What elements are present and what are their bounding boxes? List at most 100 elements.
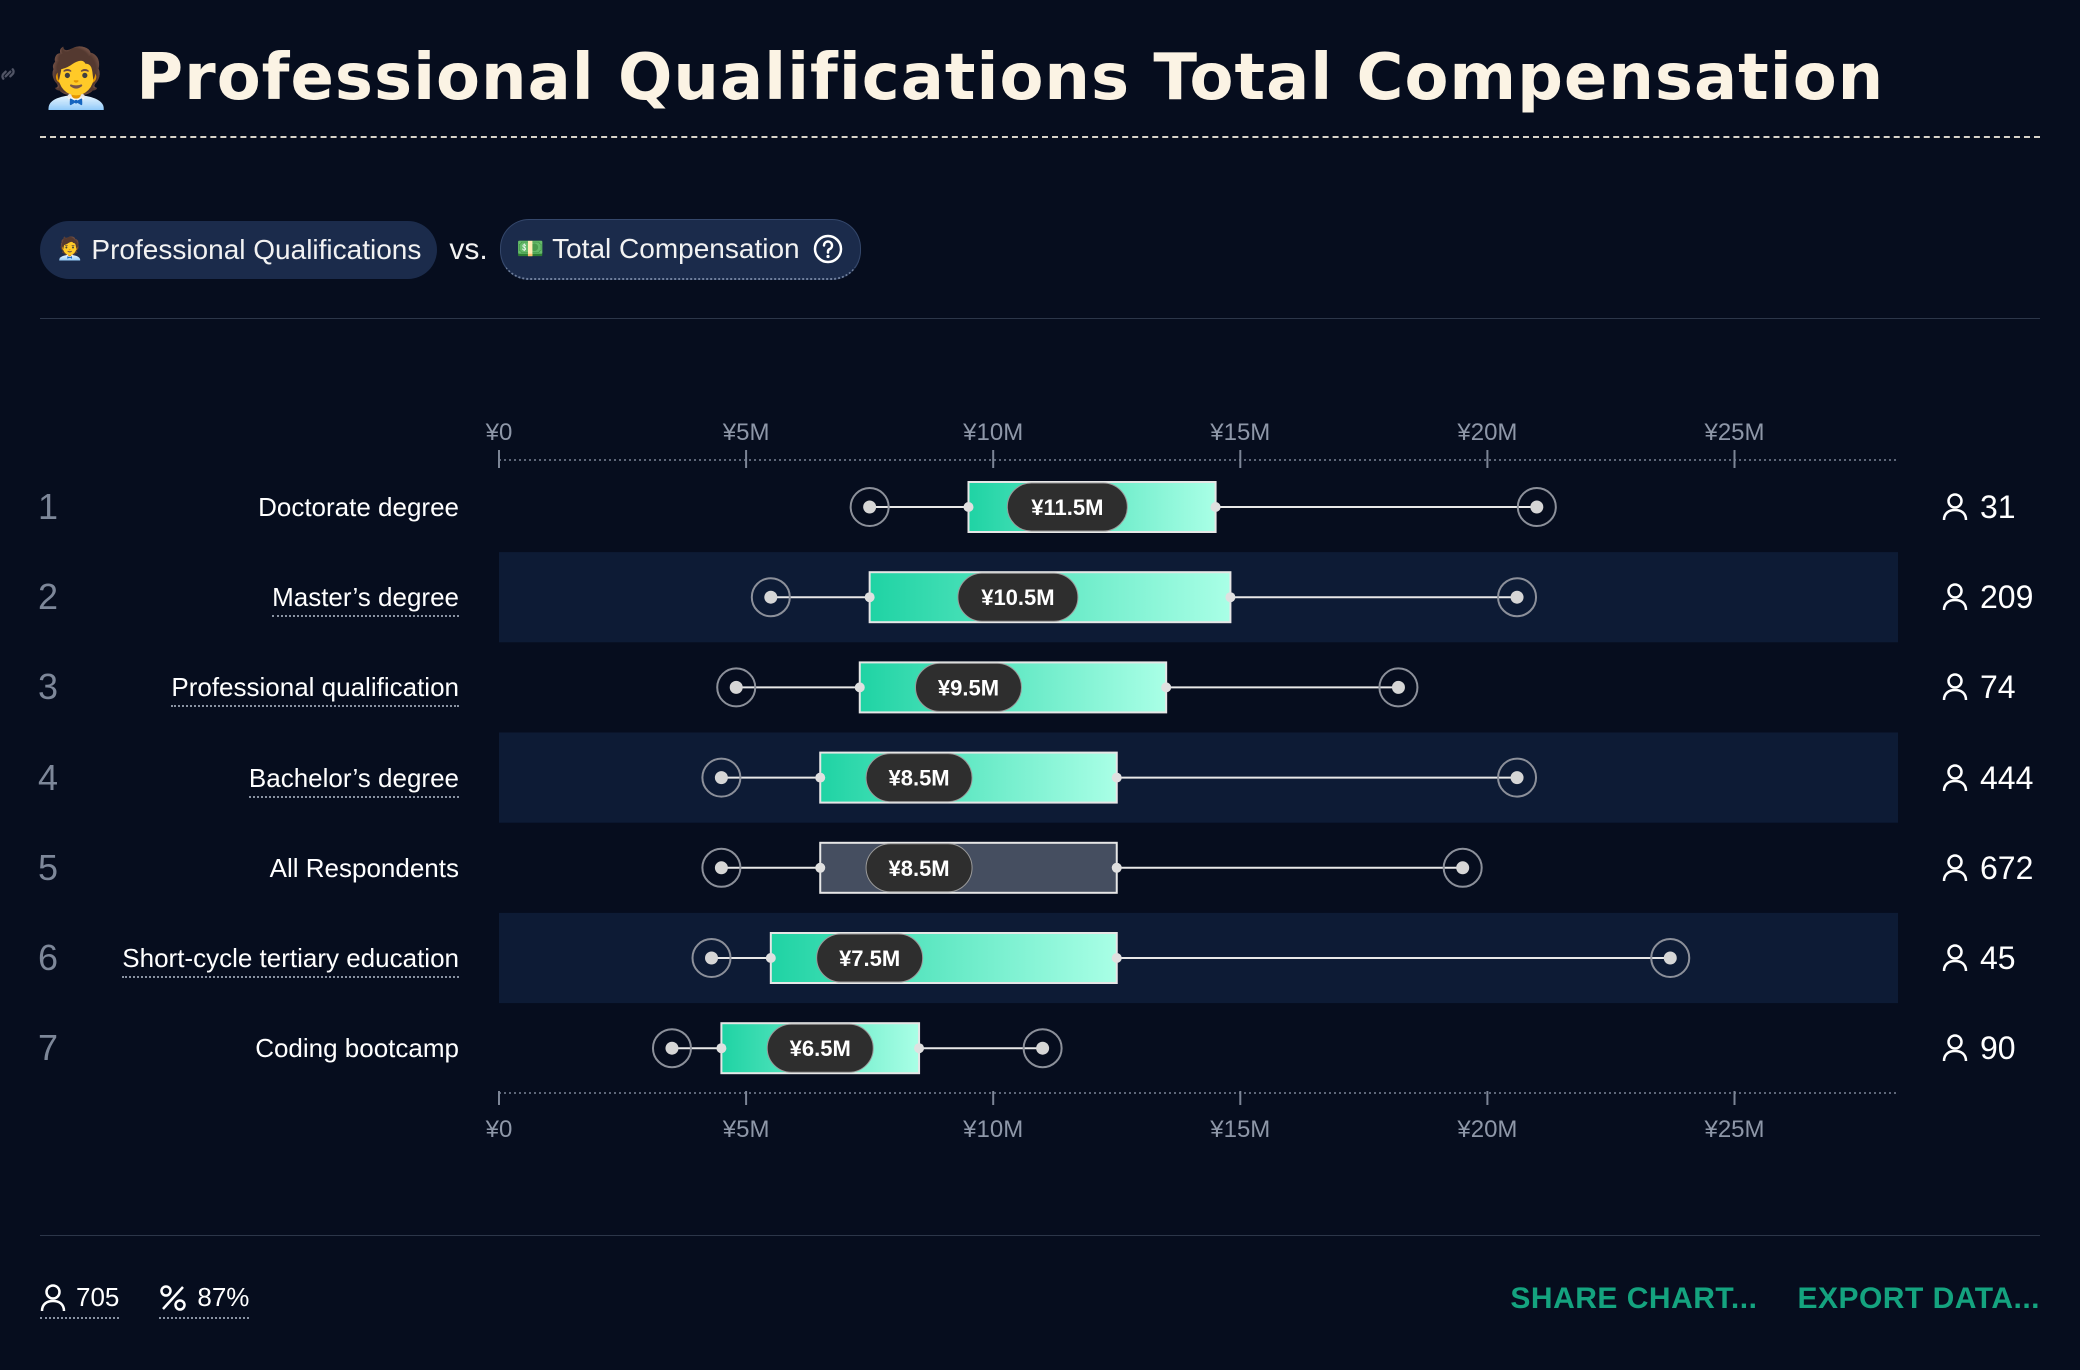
page-title: 🧑‍💼 Professional Qualifications Total Co… xyxy=(40,38,1884,118)
whisker-min-marker xyxy=(714,861,728,875)
median-pill xyxy=(914,662,1022,712)
export-data-button[interactable]: EXPORT DATA... xyxy=(1797,1282,2040,1315)
percent-stat[interactable]: 87% xyxy=(159,1282,250,1319)
median-label: ¥7.5M xyxy=(839,946,900,971)
axis-tick-label: ¥0 xyxy=(485,1116,513,1143)
person-icon xyxy=(1942,493,1968,521)
q3-marker xyxy=(1210,502,1221,512)
median-label: ¥8.5M xyxy=(888,856,949,881)
row-label[interactable]: Professional qualification xyxy=(171,665,459,709)
respondents-value: 705 xyxy=(76,1282,120,1312)
whisker-min-marker-ring xyxy=(701,757,742,798)
axis-tick-label: ¥0 xyxy=(485,419,513,446)
row-rank: 2 xyxy=(38,576,59,618)
axis-tick-label: ¥25M xyxy=(1703,419,1764,446)
row-label: All Respondents xyxy=(269,852,459,883)
person-icon xyxy=(1942,854,1968,881)
person-icon xyxy=(1942,763,1968,791)
median-label: ¥8.5M xyxy=(888,766,949,791)
q3-marker xyxy=(914,1043,925,1054)
axis-tick-label: ¥5M xyxy=(722,1116,770,1143)
whisker-max-marker-ring xyxy=(1022,1028,1063,1069)
whisker-max-marker xyxy=(1510,590,1524,604)
row-label: Coding bootcamp xyxy=(255,1033,459,1064)
q1-marker xyxy=(963,502,974,512)
whisker-max-marker-ring xyxy=(1516,487,1557,527)
link-icon[interactable] xyxy=(0,60,22,88)
person-icon xyxy=(1942,944,1968,972)
row-count: 45 xyxy=(1942,936,2016,980)
axis-tick-label: ¥20M xyxy=(1456,1116,1517,1143)
median-label: ¥11.5M xyxy=(1031,495,1103,520)
q1-marker xyxy=(765,953,776,963)
row-label[interactable]: Master’s degree xyxy=(272,575,459,619)
q1-marker xyxy=(854,682,865,693)
row-label[interactable]: Short-cycle tertiary education xyxy=(122,936,459,980)
percent-value: 87% xyxy=(197,1282,250,1312)
row-count: 209 xyxy=(1942,575,2033,619)
compensation-label: Total Compensation xyxy=(552,233,800,264)
whisker-max-marker-ring xyxy=(1497,757,1538,798)
whisker-min-marker-ring xyxy=(701,847,742,888)
median-label: ¥6.5M xyxy=(790,1036,851,1061)
whisker-max-marker xyxy=(1391,680,1405,694)
whisker-max-marker xyxy=(1530,500,1544,514)
whisker-min-marker xyxy=(863,500,877,514)
median-pill xyxy=(1006,482,1128,532)
person-icon xyxy=(1942,1034,1968,1062)
axis-tick-label: ¥10M xyxy=(962,419,1023,446)
whisker-max-marker-ring xyxy=(1378,667,1419,708)
respondents-stat[interactable]: 705 xyxy=(40,1282,120,1319)
whisker-max-marker-ring xyxy=(1650,938,1691,978)
row-label[interactable]: Bachelor’s degree xyxy=(248,756,459,800)
whisker-max-marker-ring xyxy=(1497,577,1538,618)
row-count: 672 xyxy=(1942,846,2033,890)
axis-tick-label: ¥10M xyxy=(962,1116,1023,1143)
row-rank: 7 xyxy=(38,1027,59,1069)
whisker-min-marker-ring xyxy=(651,1028,692,1069)
row-count: 31 xyxy=(1942,485,2016,529)
whisker-max-marker xyxy=(1456,861,1470,875)
help-icon[interactable] xyxy=(812,233,844,265)
row-rank: 4 xyxy=(38,756,59,798)
whisker-min-marker-ring xyxy=(716,667,757,708)
axis-tick-label: ¥25M xyxy=(1703,1116,1764,1143)
professional-emoji-icon: 🧑‍💼 xyxy=(40,44,113,112)
whisker-min-marker xyxy=(705,951,719,965)
row-rank: 5 xyxy=(38,846,59,888)
q1-marker xyxy=(716,1043,727,1054)
whisker-min-marker-ring xyxy=(849,487,890,527)
qualifications-label: Professional Qualifications xyxy=(91,233,422,265)
title-text: Professional Qualifications Total Compen… xyxy=(136,41,1885,115)
whisker-max-marker xyxy=(1510,771,1524,785)
header-separator xyxy=(40,318,2040,319)
q3-marker xyxy=(1111,772,1122,783)
person-icon xyxy=(1942,673,1968,701)
whisker-min-marker xyxy=(764,590,778,604)
median-pill xyxy=(957,572,1079,622)
median-pill xyxy=(816,933,924,983)
q1-marker xyxy=(864,592,875,603)
row-rank: 6 xyxy=(38,937,59,978)
axis-tick-label: ¥15M xyxy=(1209,1116,1270,1143)
money-emoji-icon: 💵 xyxy=(516,236,545,262)
qualifications-emoji-icon: 🧑‍💼 xyxy=(56,237,84,262)
share-chart-button[interactable]: SHARE CHART... xyxy=(1510,1282,1758,1315)
compensation-selector-pill[interactable]: 💵 Total Compensation xyxy=(499,219,861,280)
row-count: 90 xyxy=(1942,1026,2016,1070)
whisker-max-marker-ring xyxy=(1442,847,1483,888)
median-pill xyxy=(865,843,973,893)
row-rank: 3 xyxy=(38,666,59,708)
axis-tick-label: ¥15M xyxy=(1209,419,1270,446)
whisker-min-marker xyxy=(714,771,728,785)
row-rank: 1 xyxy=(38,486,59,527)
footer-separator xyxy=(40,1235,2040,1236)
whisker-max-marker xyxy=(1663,951,1677,965)
whisker-min-marker-ring xyxy=(691,938,732,978)
qualifications-selector-pill[interactable]: 🧑‍💼 Professional Qualifications xyxy=(40,220,438,279)
median-label: ¥10.5M xyxy=(981,585,1054,610)
q3-marker xyxy=(1225,592,1236,603)
median-pill xyxy=(766,1023,874,1073)
median-pill xyxy=(865,753,973,803)
median-label: ¥9.5M xyxy=(938,675,999,700)
